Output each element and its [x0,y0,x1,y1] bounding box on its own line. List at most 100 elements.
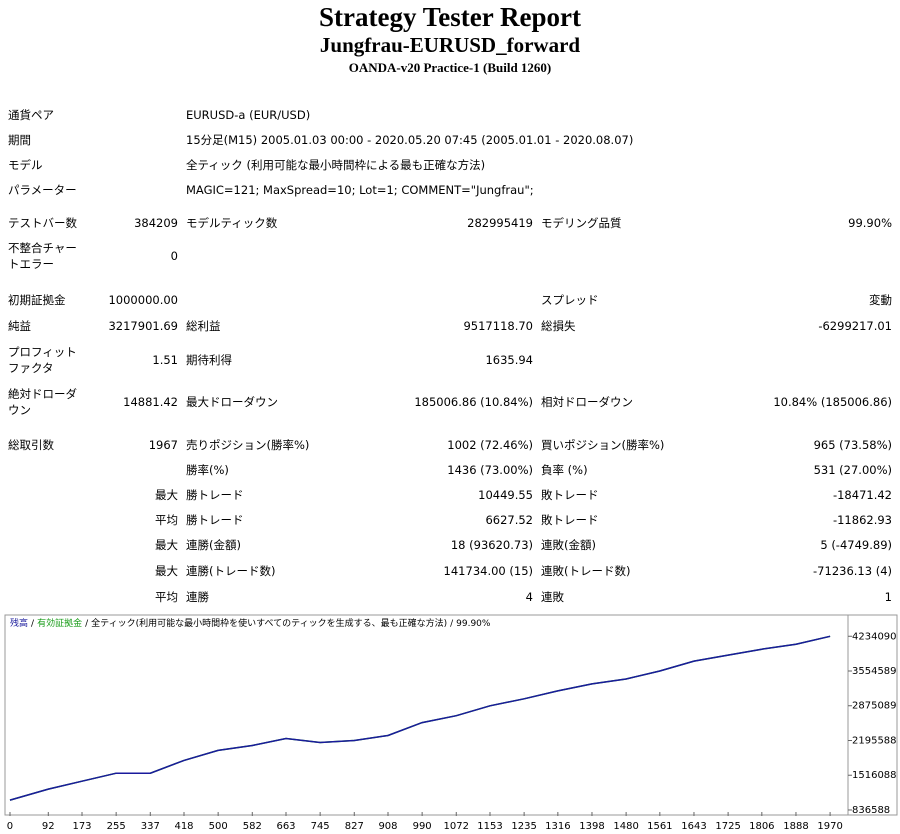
legend: 残高 / 有効証拠金 / 全ティック(利用可能な最小時間枠を使いすべてのティックを生成す… [10,617,491,629]
setting-value: MAGIC=121; MaxSpread=10; Lot=1; COMMENT=… [186,183,534,197]
stat-label: 買いポジション(勝率%) [541,438,665,452]
x-tick-label: 1480 [613,821,638,832]
stat-label: 勝トレード [186,488,244,502]
stat-label: 絶対ドローダウン [8,387,77,417]
stat-label: 連敗 [541,590,564,604]
x-tick-label: 500 [209,821,228,832]
stat-value: 141734.00 (15) [443,564,533,578]
stat-label: 連勝 [186,590,209,604]
stat-value: 18 (93620.73) [450,538,533,552]
x-tick-label: 255 [107,821,126,832]
stat-label: モデルティック数 [186,216,278,230]
chart-frame [4,614,898,816]
stat-label: 総利益 [186,319,221,333]
stat-label: 相対ドローダウン [541,395,633,409]
stat-value: 平均 [155,590,178,604]
stat-value: 0 [170,249,178,263]
stat-value: 6627.52 [485,513,533,527]
stat-label: 総損失 [541,319,576,333]
x-tick-label: 1153 [477,821,502,832]
legend-separator: / [85,619,89,629]
stat-label: 不整合チャートエラー [8,241,77,271]
legend-entry: 有効証拠金 [37,617,82,629]
stat-value: 99.90% [848,216,892,230]
x-tick-label: 0 [7,821,13,832]
legend-entry: 残高 [10,617,28,629]
stat-value: 965 (73.58%) [813,438,892,452]
x-tick-label: 1888 [783,821,808,832]
legend-quality: 99.90% [456,619,491,629]
y-tick-label: 2875089 [852,701,897,712]
x-tick-label: 1235 [511,821,536,832]
x-tick-label: 92 [42,821,55,832]
x-tick-label: 337 [141,821,160,832]
stat-label: 純益 [8,319,31,333]
stat-label: 連勝(トレード数) [186,564,276,578]
y-tick-label: 4234090 [852,631,897,642]
stat-value: 1.51 [152,353,178,367]
stat-value: 10.84% (185006.86) [773,395,892,409]
setting-label: 通貨ペア [8,108,54,122]
report-title: Strategy Tester Report [319,2,581,32]
stat-value: 1436 (73.00%) [447,463,533,477]
stat-value: 最大 [155,488,178,502]
x-tick-label: 1970 [817,821,842,832]
x-tick-label: 1561 [647,821,672,832]
stat-value: 4 [525,590,533,604]
y-tick-label: 2195588 [852,735,897,746]
stat-value: 1002 (72.46%) [447,438,533,452]
x-tick-label: 663 [276,821,295,832]
setting-label: パラメーター [8,183,77,197]
stat-value: 10449.55 [478,488,533,502]
stat-value: 平均 [155,513,178,527]
stat-value: 3217901.69 [108,319,178,333]
stat-value: 9517118.70 [463,319,533,333]
stat-value: 185006.86 (10.84%) [414,395,533,409]
x-tick-label: 745 [311,821,330,832]
stat-value: -71236.13 (4) [813,564,892,578]
stat-label: 売りポジション(勝率%) [186,438,310,452]
stat-value: 282995419 [467,216,533,230]
stat-label: 連敗(トレード数) [541,564,631,578]
stat-label: 連敗(金額) [541,538,596,552]
legend-separator: / [450,619,454,629]
stat-label: 最大ドローダウン [186,395,278,409]
stat-value: -18471.42 [832,488,892,502]
stat-label: テストバー数 [8,216,77,230]
x-tick-label: 827 [345,821,364,832]
setting-value: 全ティック (利用可能な最小時間枠による最も正確な方法) [186,158,486,172]
stat-value: 384209 [134,216,178,230]
stat-value: 最大 [155,564,178,578]
stat-label: 負率 (%) [541,463,588,477]
stat-value: 14881.42 [123,395,178,409]
x-tick-label: 990 [413,821,432,832]
stat-value: -11862.93 [832,513,892,527]
stat-value: 最大 [155,538,178,552]
server: OANDA-v20 Practice-1 (Build 1260) [348,60,552,75]
stat-value: 5 (-4749.89) [820,538,892,552]
x-tick-label: 1806 [749,821,774,832]
x-tick-label: 1643 [681,821,706,832]
legend-note: 全ティック(利用可能な最小時間枠を使いすべてのティックを生成する、最も正確な方法… [91,617,447,629]
setting-label: モデル [8,158,43,172]
y-tick-label: 836588 [852,805,890,816]
y-tick-label: 3554589 [852,666,897,677]
stat-label: 初期証拠金 [8,293,66,307]
x-tick-label: 173 [72,821,91,832]
stat-label: プロフィットファクタ [8,345,77,375]
legend-separator: / [31,619,35,629]
y-tick-label: 1516088 [852,770,897,781]
stat-label: 敗トレード [541,513,599,527]
stat-label: スプレッド [541,293,599,307]
stat-value: 1635.94 [485,353,533,367]
stat-value: -6299217.01 [818,319,892,333]
stat-value: 1967 [148,438,178,452]
stat-label: 勝トレード [186,513,244,527]
stat-label: 勝率(%) [186,463,229,477]
stat-label: 期待利得 [186,353,232,367]
setting-value: 15分足(M15) 2005.01.03 00:00 - 2020.05.20 … [186,133,634,147]
stat-label: 連勝(金額) [186,538,241,552]
x-tick-label: 1316 [545,821,570,832]
stat-value: 変動 [869,293,892,307]
